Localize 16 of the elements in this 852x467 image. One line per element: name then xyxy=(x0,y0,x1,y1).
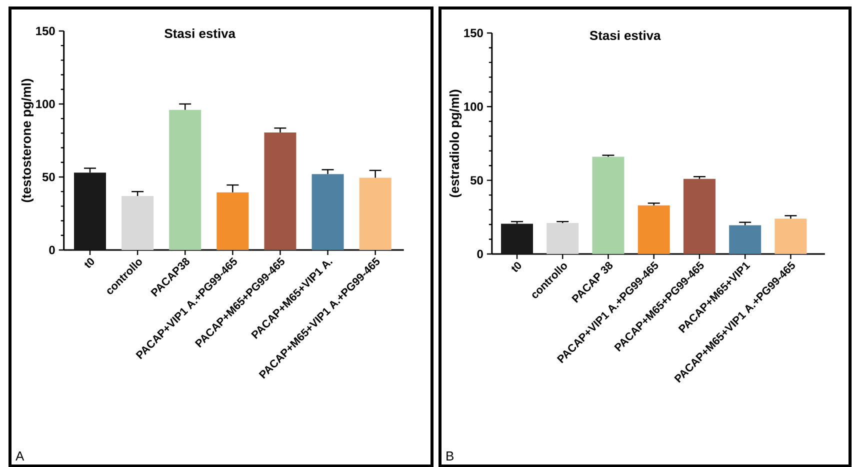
y-tick-label: 50 xyxy=(42,172,55,182)
text: A xyxy=(16,452,24,460)
text: B xyxy=(446,452,454,460)
y-axis-title: (testosterone pg/ml) xyxy=(21,78,34,202)
x-tick-label: t0 xyxy=(511,262,522,272)
y-tick-label: 50 xyxy=(470,176,483,185)
y-tick-label: 150 xyxy=(36,26,55,36)
y-tick-label: 150 xyxy=(464,28,483,38)
y-axis-title: (estradiolo pg/ml) xyxy=(449,90,462,198)
y-tick-label: 0 xyxy=(49,246,55,254)
y-tick-label: 0 xyxy=(477,250,483,258)
chart-title: Stasi estiva xyxy=(164,28,236,38)
y-tick-label: 100 xyxy=(464,102,483,111)
x-tick-label: t0 xyxy=(84,258,94,268)
y-tick-label: 100 xyxy=(36,100,55,108)
chart-title: Stasi estiva xyxy=(590,30,661,40)
